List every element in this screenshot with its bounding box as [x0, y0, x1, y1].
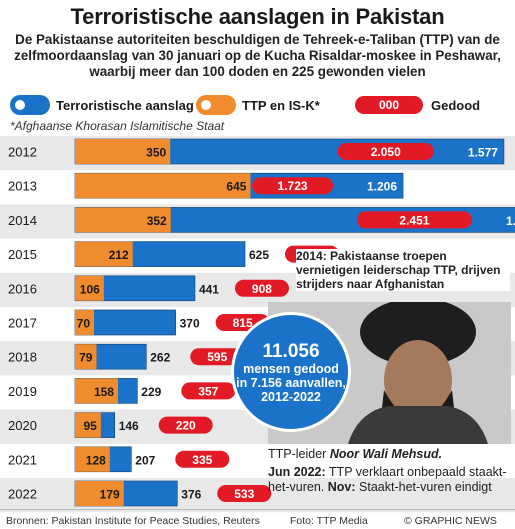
- note-2014-text: Pakistaanse troepen vernietigen leidersc…: [296, 249, 501, 291]
- killed-pill: [175, 450, 230, 468]
- note-2014: 2014: Pakistaanse troepen vernietigen le…: [296, 249, 510, 291]
- ttp-bar: [75, 275, 104, 301]
- jun-lead1: Jun 2022:: [268, 465, 326, 479]
- total-line3: 2012-2022: [261, 389, 321, 404]
- killed-label: 357: [198, 384, 218, 398]
- year-label: 2017: [8, 316, 37, 331]
- caption-prefix: TTP-leider: [268, 447, 330, 461]
- legend-attacks: Terroristische aanslag: [10, 94, 194, 116]
- ttp-label: 212: [109, 248, 129, 262]
- killed-label: 220: [176, 419, 196, 433]
- year-label: 2016: [8, 281, 37, 296]
- subtitle: De Pakistaanse autoriteiten beschuldigen…: [14, 32, 501, 79]
- killed-pill: [234, 279, 289, 297]
- year-label: 2014: [8, 213, 37, 228]
- total-line1: mensen gedood: [243, 361, 339, 376]
- legend-killed-swatch: 000: [355, 96, 423, 114]
- attack-label: 1.717: [506, 214, 515, 228]
- photo-caption: TTP-leider Noor Wali Mehsud.: [268, 447, 442, 461]
- ttp-label: 158: [94, 385, 114, 399]
- ttp-bar: [75, 310, 95, 335]
- attack-label: 207: [135, 453, 155, 467]
- year-label: 2015: [8, 247, 37, 262]
- killed-label: 533: [234, 487, 254, 501]
- killed-label: 908: [252, 282, 272, 296]
- year-label: 2020: [8, 418, 37, 433]
- ttp-bar: [75, 241, 133, 267]
- ttp-label: 350: [146, 146, 166, 160]
- killed-pill: [217, 485, 272, 502]
- killed-pill: [181, 382, 236, 400]
- ttp-label: 70: [77, 317, 91, 331]
- ttp-bar: [75, 481, 124, 506]
- ttp-label: 179: [100, 488, 120, 502]
- footer: Bronnen: Pakistan Institute for Peace St…: [0, 509, 515, 529]
- ceasefire-note: Jun 2022: TTP verklaart onbepaald staakt…: [268, 465, 511, 495]
- caption-name: Noor Wali Mehsud.: [329, 447, 443, 461]
- attack-label: 370: [180, 317, 200, 331]
- year-label: 2022: [8, 487, 37, 502]
- attack-label: 262: [150, 351, 170, 365]
- ttp-bar: [75, 378, 118, 404]
- ttp-bar: [75, 412, 101, 438]
- legend-ttp: TTP en IS-K*: [196, 94, 320, 116]
- ttp-label: 79: [79, 351, 93, 365]
- legend-attacks-label: Terroristische aanslag: [56, 97, 194, 113]
- ttp-label: 645: [226, 180, 246, 194]
- page-title: Terroristische aanslagen in Pakistan: [70, 4, 445, 29]
- killed-label: 2.451: [399, 213, 429, 227]
- total-killed-badge: 11.056 mensen gedood in 7.156 aanvallen,…: [231, 312, 351, 432]
- attack-label: 376: [181, 488, 201, 502]
- killed-label: 2.050: [371, 145, 401, 159]
- attack-label: 229: [141, 385, 161, 399]
- killed-pill: [337, 143, 434, 160]
- attack-label: 625: [249, 248, 269, 262]
- ttp-label: 128: [86, 453, 106, 467]
- ttp-label: 106: [80, 282, 100, 296]
- ttp-bar: [75, 139, 171, 164]
- footer-photo: Foto: TTP Media: [290, 515, 368, 527]
- legend-killed-label: Gedood: [431, 97, 481, 113]
- killed-pill: [252, 177, 334, 195]
- year-label: 2012: [8, 145, 37, 160]
- year-label: 2013: [8, 179, 37, 194]
- ttp-bar: [75, 446, 110, 472]
- footnote: *Afghaanse Khorasan Islamitische Staat: [10, 119, 225, 133]
- killed-label: 1.723: [278, 179, 308, 193]
- legend-attacks-swatch: [10, 95, 50, 115]
- jun-text2: Staakt-het-vuren eindigt: [355, 480, 492, 494]
- killed-label: 335: [192, 453, 212, 467]
- killed-label: 595: [207, 350, 227, 364]
- total-number: 11.056: [262, 340, 320, 362]
- legend-ttp-label: TTP en IS-K*: [242, 97, 320, 113]
- jun-text1: TTP verklaart onbepaald staakt-het-vuren…: [268, 465, 507, 494]
- jun-lead2: Nov:: [327, 480, 356, 494]
- attack-label: 146: [119, 419, 139, 433]
- ttp-label: 352: [147, 214, 167, 228]
- ttp-bar: [75, 173, 251, 199]
- legend-ttp-swatch: [196, 95, 236, 115]
- killed-label: 815: [233, 316, 253, 330]
- killed-pill: [158, 416, 213, 434]
- year-label: 2021: [8, 452, 37, 467]
- ttp-bar: [75, 344, 97, 370]
- total-line2: in 7.156 aanvallen,: [236, 375, 346, 390]
- ttp-label: 95: [83, 419, 97, 433]
- killed-pill: [190, 348, 245, 366]
- year-label: 2019: [8, 384, 37, 399]
- year-label: 2018: [8, 350, 37, 365]
- attack-label: 441: [199, 282, 219, 296]
- ttp-bar: [75, 207, 171, 233]
- legend-killed: 000 Gedood: [355, 94, 480, 116]
- attack-label: 1.206: [367, 180, 397, 194]
- note-2014-lead: 2014:: [296, 249, 327, 263]
- footer-credit: © GRAPHIC NEWS: [404, 515, 497, 527]
- killed-pill: [356, 211, 473, 229]
- footer-sources: Bronnen: Pakistan Institute for Peace St…: [6, 515, 260, 527]
- attack-label: 1.577: [468, 146, 498, 160]
